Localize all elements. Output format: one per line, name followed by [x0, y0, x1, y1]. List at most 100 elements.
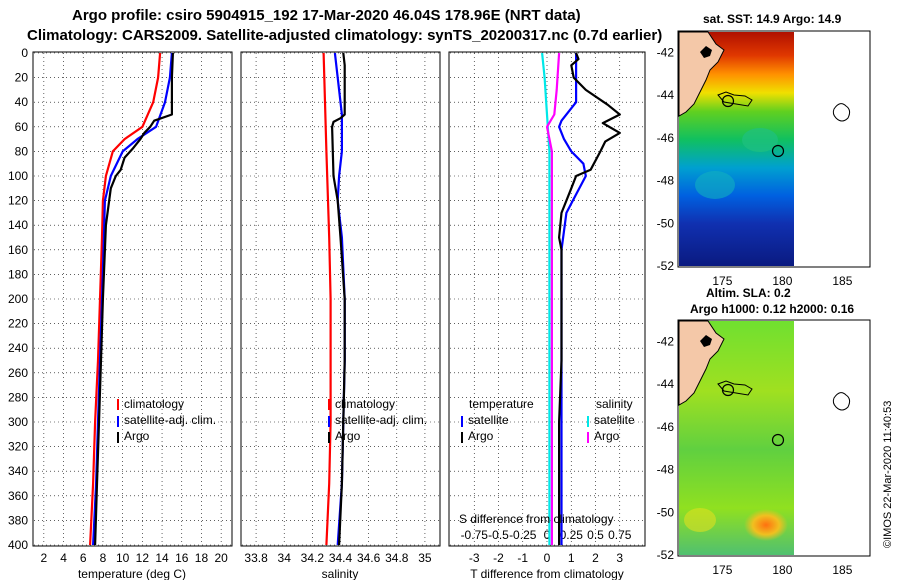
- y-tick-label: 360: [8, 489, 28, 503]
- legend-argo: Argo: [124, 429, 150, 443]
- chatham-islands: [832, 103, 851, 122]
- y-tick-label: 220: [8, 317, 28, 331]
- lat-tick-label: -52: [657, 259, 675, 273]
- series-line-s-argo: [545, 52, 561, 545]
- lat-tick-label: -48: [657, 174, 675, 188]
- y-tick-label: 40: [15, 95, 29, 109]
- x-tick-label: 16: [175, 551, 189, 565]
- legend-climatology: climatology: [335, 397, 395, 411]
- y-tick-label: 320: [8, 440, 28, 454]
- lat-tick-label: -44: [657, 377, 675, 391]
- legend-satellite-adj: satellite-adj. clim.: [335, 413, 427, 427]
- legend-satellite-adj: satellite-adj. clim.: [124, 413, 216, 427]
- series-line-argo: [94, 52, 174, 546]
- y-tick-label: 380: [8, 513, 28, 527]
- series-line-argo: [331, 52, 346, 546]
- new-zealand-land: [678, 320, 725, 406]
- x-tick-label: 34.2: [301, 551, 325, 565]
- x-tick-label: -1: [517, 551, 528, 565]
- s-diff-tick-label: 0.25: [560, 528, 584, 542]
- series-line-t-argo: [557, 52, 621, 545]
- s-diff-tick-label: 0.75: [608, 528, 632, 542]
- x-tick-label: 14: [155, 551, 169, 565]
- s-diff-tick-label: -0.5: [488, 528, 509, 542]
- sla-field: [744, 509, 788, 541]
- argo-position-marker: [771, 144, 785, 158]
- land-detail: [700, 46, 712, 58]
- y-tick-label: 340: [8, 464, 28, 478]
- title-line-2: Climatology: CARS2009. Satellite-adjuste…: [27, 27, 662, 44]
- legend-climatology: climatology: [124, 397, 184, 411]
- series-line-s-satellite: [541, 52, 551, 545]
- lon-tick-label: 175: [712, 274, 732, 288]
- x-tick-label: 3: [616, 551, 623, 565]
- lon-tick-label: 185: [832, 563, 852, 577]
- series-line-climatology: [322, 52, 332, 546]
- x-tick-label: 6: [80, 551, 87, 565]
- difference-legend: temperature satellite Argo salinity sate…: [461, 397, 635, 443]
- sla-map-subtitle: Argo h1000: 0.12 h2000: 0.16: [690, 302, 854, 316]
- lon-tick-label: 180: [772, 274, 792, 288]
- copyright-footer: ©IMOS 22-Mar-2020 11:40:53: [882, 401, 894, 548]
- x-tick-label: 33.8: [244, 551, 268, 565]
- lon-tick-label: 175: [712, 563, 732, 577]
- x-tick-label: 34.4: [329, 551, 353, 565]
- x-tick-label: 18: [195, 551, 209, 565]
- x-tick-label: 20: [214, 551, 228, 565]
- lat-tick-label: -46: [657, 420, 675, 434]
- legend-salinity-title: salinity: [596, 397, 633, 411]
- x-tick-label: 34: [278, 551, 292, 565]
- y-tick-label: 140: [8, 218, 28, 232]
- salinity-panel: 33.8 34 34.2 34.4 34.6 34.8 35 salinity climat…: [240, 51, 441, 580]
- x-tick-label: 35: [418, 551, 432, 565]
- lon-tick-label: 185: [832, 274, 852, 288]
- sla-field: [684, 508, 716, 532]
- y-tick-label: 260: [8, 366, 28, 380]
- legend-temperature-title: temperature: [469, 397, 534, 411]
- s-diff-tick-label: 0: [544, 528, 551, 542]
- x-tick-label: 0: [544, 551, 551, 565]
- lon-tick-label: 180: [772, 563, 792, 577]
- temperature-legend: climatology satellite-adj. clim. Argo: [117, 397, 216, 443]
- salinity-legend: climatology satellite-adj. clim. Argo: [328, 397, 427, 443]
- y-tick-label: 0: [21, 46, 28, 60]
- x-tick-label: -2: [493, 551, 504, 565]
- s-diff-tick-label: -0.25: [509, 528, 537, 542]
- sst-field: [695, 171, 735, 199]
- x-tick-label: 1: [568, 551, 575, 565]
- x-tick-label: 12: [136, 551, 150, 565]
- s-diff-tick-label: 0.5: [587, 528, 604, 542]
- x-tick-label: 2: [592, 551, 599, 565]
- x-tick-label: -3: [469, 551, 480, 565]
- new-zealand-land: [678, 31, 725, 117]
- legend-s-argo: Argo: [594, 429, 620, 443]
- legend-s-satellite: satellite: [594, 413, 635, 427]
- lat-tick-label: -48: [657, 463, 675, 477]
- sst-field: [742, 128, 778, 152]
- x-tick-label: 34.8: [385, 551, 409, 565]
- sla-map: Altim. SLA: 0.2 Argo h1000: 0.12 h2000: …: [657, 286, 871, 577]
- sst-map: sat. SST: 14.9 Argo: 14.9 -42 -44 -46 -48 -5…: [657, 12, 871, 288]
- y-tick-label: 100: [8, 169, 28, 183]
- lat-tick-label: -42: [657, 334, 675, 348]
- legend-t-argo: Argo: [468, 429, 494, 443]
- salinity-xlabel: salinity: [322, 567, 359, 580]
- y-tick-label: 300: [8, 415, 28, 429]
- y-tick-label: 160: [8, 243, 28, 257]
- legend-t-satellite: satellite: [468, 413, 509, 427]
- lat-tick-label: -44: [657, 88, 675, 102]
- lat-tick-label: -50: [657, 216, 675, 230]
- series-line-climatology: [89, 52, 162, 546]
- chatham-rise-coast: [717, 91, 753, 107]
- y-tick-label: 80: [15, 144, 29, 158]
- x-tick-label: 34.6: [357, 551, 381, 565]
- sst-map-title: sat. SST: 14.9 Argo: 14.9: [703, 12, 842, 26]
- y-tick-label: 120: [8, 194, 28, 208]
- y-tick-label: 60: [15, 120, 29, 134]
- y-tick-label: 400: [8, 538, 28, 552]
- chatham-rise-coast: [717, 380, 753, 396]
- difference-xlabel: T difference from climatology: [470, 567, 624, 580]
- chatham-islands: [832, 392, 851, 411]
- legend-argo: Argo: [335, 429, 361, 443]
